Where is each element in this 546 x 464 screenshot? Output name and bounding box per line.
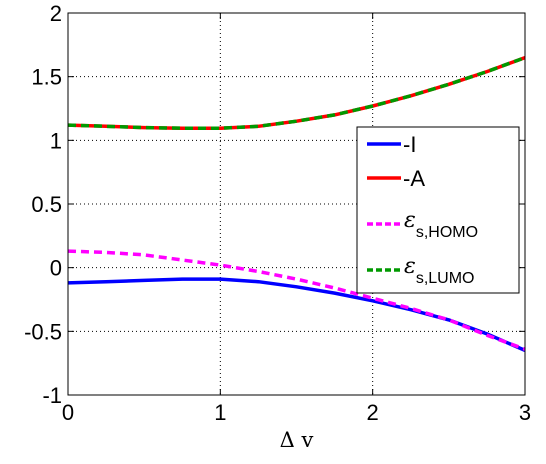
x-tick-label: 2: [367, 400, 379, 425]
y-tick-label: 1.5: [31, 65, 62, 90]
legend-label-sub: s,HOMO: [416, 224, 478, 241]
legend-label-0: -I: [403, 132, 416, 157]
legend-label-1: -A: [403, 166, 425, 191]
y-tick-label: 1: [50, 128, 62, 153]
y-tick-label: 0.5: [31, 192, 62, 217]
legend-label-3: εs,LUMO: [404, 254, 474, 287]
legend-label-sub: s,LUMO: [416, 270, 475, 287]
x-tick-label: 0: [62, 400, 74, 425]
series-lines: [67, 55, 526, 353]
y-tick-label: 0: [50, 256, 62, 281]
legend-box: [356, 126, 520, 294]
y-tick-label: -0.5: [24, 319, 62, 344]
series-line-0: [67, 277, 526, 353]
legend-label-2: εs,HOMO: [404, 208, 478, 241]
series-line-3: [67, 55, 526, 130]
legend-label-main: ε: [404, 208, 416, 233]
x-tick-labels: 0 1 2 3: [62, 400, 531, 425]
x-tick-label: 3: [519, 400, 531, 425]
x-tick-label: 1: [214, 400, 226, 425]
y-tick-label: 2: [50, 1, 62, 26]
x-axis-label: Δ v: [280, 428, 314, 452]
y-tick-label: -1: [42, 383, 62, 408]
axis-ticks: [67, 12, 526, 396]
y-tick-labels: -1 -0.5 0 0.5 1 1.5 2: [24, 1, 62, 408]
legend-label-main: ε: [404, 254, 416, 279]
